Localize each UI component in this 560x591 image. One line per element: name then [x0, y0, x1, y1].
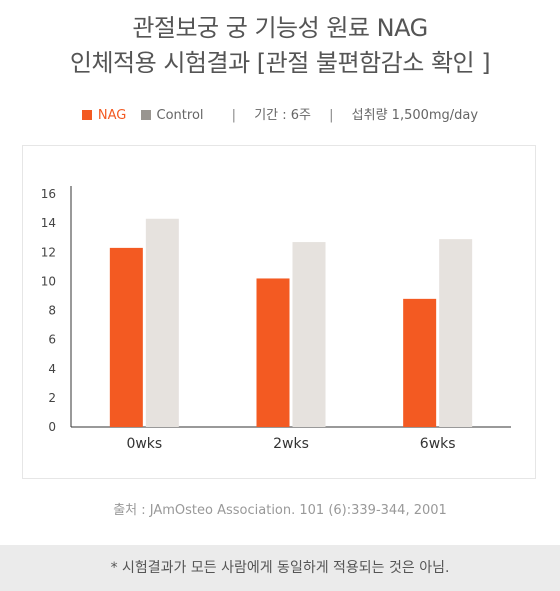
y-tick-label: 10	[41, 274, 56, 288]
bar-nag-2wks	[256, 278, 290, 427]
x-tick-label: 6wks	[420, 436, 456, 452]
y-tick-label: 6	[48, 333, 56, 347]
y-tick-label: 0	[48, 420, 56, 434]
chart-frame: 0 2 4 6 8 10 12 14 16 0wks 2wks 6wks	[22, 145, 536, 479]
bar-control-6wks	[439, 239, 473, 427]
legend-period: 기간 : 6주	[254, 108, 311, 123]
legend-label-control: Control	[156, 108, 204, 123]
y-tick-label: 4	[48, 362, 56, 376]
legend-swatch-nag	[81, 110, 92, 120]
title-line-1: 관절보궁 궁 기능성 원료 NAG	[132, 14, 428, 42]
legend-item-control: Control	[140, 108, 204, 123]
bar-nag-0wks	[109, 247, 143, 427]
y-tick-label: 14	[41, 216, 56, 230]
y-tick-label: 8	[48, 304, 56, 318]
legend-swatch-control	[140, 110, 151, 120]
legend-label-nag: NAG	[97, 108, 127, 123]
bar-control-2wks	[292, 242, 326, 427]
bar-chart: 0 2 4 6 8 10 12 14 16 0wks 2wks 6wks	[41, 186, 511, 452]
x-tick-label: 2wks	[273, 436, 309, 452]
footer-disclaimer: * 시험결과가 모든 사람에게 동일하게 적용되는 것은 아님.	[0, 545, 560, 591]
y-tick-label: 2	[48, 391, 56, 405]
legend: NAG Control | 기간 : 6주 | 섭취량 1,500mg/day	[0, 104, 560, 123]
source-citation: 출처 : JAmOsteo Association. 101 (6):339-3…	[113, 503, 447, 518]
legend-separator: |	[329, 108, 334, 123]
y-tick-label: 16	[41, 187, 56, 201]
x-tick-label: 0wks	[126, 436, 162, 452]
legend-item-nag: NAG	[81, 108, 127, 123]
y-tick-label: 12	[41, 245, 56, 259]
bar-control-0wks	[145, 218, 179, 427]
legend-separator: |	[231, 108, 237, 123]
legend-intake: 섭취량 1,500mg/day	[351, 108, 479, 123]
bar-nag-6wks	[403, 298, 437, 427]
title-line-2: 인체적용 시험결과 [관절 불편함감소 확인 ]	[69, 49, 491, 77]
